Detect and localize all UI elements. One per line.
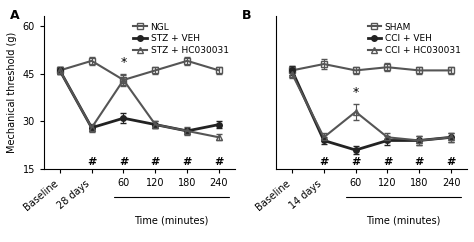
Text: #: #: [319, 157, 328, 166]
Text: Time (minutes): Time (minutes): [134, 215, 209, 225]
Text: #: #: [151, 157, 160, 166]
Text: Time (minutes): Time (minutes): [366, 215, 440, 225]
Legend: NGL, STZ + VEH, STZ + HC030031: NGL, STZ + VEH, STZ + HC030031: [132, 21, 230, 57]
Text: #: #: [182, 157, 192, 166]
Text: #: #: [415, 157, 424, 166]
Text: *: *: [353, 86, 359, 99]
Text: #: #: [447, 157, 456, 166]
Legend: SHAM, CCI + VEH, CCI + HC030031: SHAM, CCI + VEH, CCI + HC030031: [366, 21, 463, 57]
Text: #: #: [351, 157, 360, 166]
Y-axis label: Mechanical threshold (g): Mechanical threshold (g): [7, 32, 17, 153]
Text: #: #: [383, 157, 392, 166]
Text: #: #: [119, 157, 128, 166]
Text: #: #: [87, 157, 96, 166]
Text: A: A: [9, 9, 19, 22]
Text: B: B: [242, 9, 251, 22]
Text: #: #: [214, 157, 224, 166]
Text: *: *: [120, 56, 127, 69]
